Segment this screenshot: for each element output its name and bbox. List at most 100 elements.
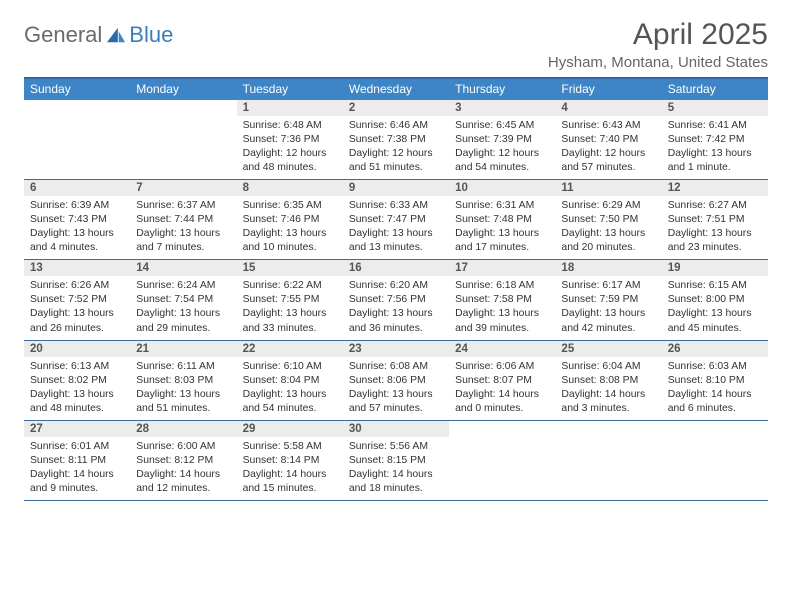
- day-number: 27: [24, 421, 130, 437]
- day-body: Sunrise: 6:31 AMSunset: 7:48 PMDaylight:…: [449, 196, 555, 259]
- daylight-line: Daylight: 13 hours and 48 minutes.: [30, 388, 124, 416]
- daylight-line: Daylight: 13 hours and 13 minutes.: [349, 227, 443, 255]
- sunrise-line: Sunrise: 6:29 AM: [561, 199, 655, 213]
- daylight-line: Daylight: 13 hours and 54 minutes.: [243, 388, 337, 416]
- sunrise-line: Sunrise: 5:56 AM: [349, 440, 443, 454]
- sunset-line: Sunset: 8:12 PM: [136, 454, 230, 468]
- day-cell: 25Sunrise: 6:04 AMSunset: 8:08 PMDayligh…: [555, 341, 661, 420]
- day-number: 19: [662, 260, 768, 276]
- weekday-header: Thursday: [449, 79, 555, 100]
- day-cell: 22Sunrise: 6:10 AMSunset: 8:04 PMDayligh…: [237, 341, 343, 420]
- sunrise-line: Sunrise: 6:41 AM: [668, 119, 762, 133]
- sunset-line: Sunset: 7:56 PM: [349, 293, 443, 307]
- sunrise-line: Sunrise: 6:01 AM: [30, 440, 124, 454]
- sunset-line: Sunset: 7:44 PM: [136, 213, 230, 227]
- day-cell: 23Sunrise: 6:08 AMSunset: 8:06 PMDayligh…: [343, 341, 449, 420]
- day-cell: 20Sunrise: 6:13 AMSunset: 8:02 PMDayligh…: [24, 341, 130, 420]
- sunrise-line: Sunrise: 6:24 AM: [136, 279, 230, 293]
- sunset-line: Sunset: 7:40 PM: [561, 133, 655, 147]
- week-row: 27Sunrise: 6:01 AMSunset: 8:11 PMDayligh…: [24, 421, 768, 501]
- sunset-line: Sunset: 8:14 PM: [243, 454, 337, 468]
- sunset-line: Sunset: 7:38 PM: [349, 133, 443, 147]
- weekday-header-row: SundayMondayTuesdayWednesdayThursdayFrid…: [24, 79, 768, 100]
- day-number: 21: [130, 341, 236, 357]
- day-number: 29: [237, 421, 343, 437]
- daylight-line: Daylight: 13 hours and 26 minutes.: [30, 307, 124, 335]
- day-cell: 17Sunrise: 6:18 AMSunset: 7:58 PMDayligh…: [449, 260, 555, 339]
- day-cell: 30Sunrise: 5:56 AMSunset: 8:15 PMDayligh…: [343, 421, 449, 500]
- sunrise-line: Sunrise: 6:00 AM: [136, 440, 230, 454]
- title-block: April 2025 Hysham, Montana, United State…: [548, 18, 768, 71]
- day-body: Sunrise: 6:46 AMSunset: 7:38 PMDaylight:…: [343, 116, 449, 179]
- weekday-header: Friday: [555, 79, 661, 100]
- page-title: April 2025: [548, 18, 768, 52]
- day-body: Sunrise: 6:41 AMSunset: 7:42 PMDaylight:…: [662, 116, 768, 179]
- sunset-line: Sunset: 7:52 PM: [30, 293, 124, 307]
- sunset-line: Sunset: 7:51 PM: [668, 213, 762, 227]
- sunset-line: Sunset: 8:04 PM: [243, 374, 337, 388]
- logo: General Blue: [24, 22, 173, 48]
- sunrise-line: Sunrise: 5:58 AM: [243, 440, 337, 454]
- day-cell: 18Sunrise: 6:17 AMSunset: 7:59 PMDayligh…: [555, 260, 661, 339]
- daylight-line: Daylight: 13 hours and 23 minutes.: [668, 227, 762, 255]
- daylight-line: Daylight: 13 hours and 17 minutes.: [455, 227, 549, 255]
- sunset-line: Sunset: 8:02 PM: [30, 374, 124, 388]
- day-number: 5: [662, 100, 768, 116]
- sunrise-line: Sunrise: 6:20 AM: [349, 279, 443, 293]
- daylight-line: Daylight: 14 hours and 12 minutes.: [136, 468, 230, 496]
- daylight-line: Daylight: 13 hours and 39 minutes.: [455, 307, 549, 335]
- day-number: 15: [237, 260, 343, 276]
- sunrise-line: Sunrise: 6:18 AM: [455, 279, 549, 293]
- day-number: 6: [24, 180, 130, 196]
- sunrise-line: Sunrise: 6:35 AM: [243, 199, 337, 213]
- logo-text-2: Blue: [129, 22, 173, 48]
- empty-cell: [24, 100, 130, 179]
- daylight-line: Daylight: 14 hours and 15 minutes.: [243, 468, 337, 496]
- day-number: 16: [343, 260, 449, 276]
- day-body: Sunrise: 6:04 AMSunset: 8:08 PMDaylight:…: [555, 357, 661, 420]
- day-body: Sunrise: 6:10 AMSunset: 8:04 PMDaylight:…: [237, 357, 343, 420]
- sunset-line: Sunset: 7:39 PM: [455, 133, 549, 147]
- sunset-line: Sunset: 8:08 PM: [561, 374, 655, 388]
- daylight-line: Daylight: 14 hours and 3 minutes.: [561, 388, 655, 416]
- daylight-line: Daylight: 12 hours and 48 minutes.: [243, 147, 337, 175]
- day-body: Sunrise: 6:37 AMSunset: 7:44 PMDaylight:…: [130, 196, 236, 259]
- sunrise-line: Sunrise: 6:37 AM: [136, 199, 230, 213]
- day-cell: 19Sunrise: 6:15 AMSunset: 8:00 PMDayligh…: [662, 260, 768, 339]
- sunset-line: Sunset: 7:50 PM: [561, 213, 655, 227]
- day-cell: 11Sunrise: 6:29 AMSunset: 7:50 PMDayligh…: [555, 180, 661, 259]
- day-body: Sunrise: 6:29 AMSunset: 7:50 PMDaylight:…: [555, 196, 661, 259]
- daylight-line: Daylight: 14 hours and 18 minutes.: [349, 468, 443, 496]
- day-body: Sunrise: 6:26 AMSunset: 7:52 PMDaylight:…: [24, 276, 130, 339]
- day-body: Sunrise: 6:48 AMSunset: 7:36 PMDaylight:…: [237, 116, 343, 179]
- sunset-line: Sunset: 7:59 PM: [561, 293, 655, 307]
- daylight-line: Daylight: 13 hours and 29 minutes.: [136, 307, 230, 335]
- day-cell: 24Sunrise: 6:06 AMSunset: 8:07 PMDayligh…: [449, 341, 555, 420]
- day-cell: 4Sunrise: 6:43 AMSunset: 7:40 PMDaylight…: [555, 100, 661, 179]
- daylight-line: Daylight: 13 hours and 36 minutes.: [349, 307, 443, 335]
- day-cell: 1Sunrise: 6:48 AMSunset: 7:36 PMDaylight…: [237, 100, 343, 179]
- daylight-line: Daylight: 13 hours and 4 minutes.: [30, 227, 124, 255]
- sunrise-line: Sunrise: 6:11 AM: [136, 360, 230, 374]
- day-number: 9: [343, 180, 449, 196]
- day-number: 14: [130, 260, 236, 276]
- day-body: Sunrise: 6:06 AMSunset: 8:07 PMDaylight:…: [449, 357, 555, 420]
- day-body: Sunrise: 6:13 AMSunset: 8:02 PMDaylight:…: [24, 357, 130, 420]
- sunrise-line: Sunrise: 6:43 AM: [561, 119, 655, 133]
- daylight-line: Daylight: 13 hours and 1 minute.: [668, 147, 762, 175]
- sunrise-line: Sunrise: 6:26 AM: [30, 279, 124, 293]
- day-number: 17: [449, 260, 555, 276]
- sunrise-line: Sunrise: 6:06 AM: [455, 360, 549, 374]
- sunset-line: Sunset: 7:43 PM: [30, 213, 124, 227]
- day-body: Sunrise: 6:39 AMSunset: 7:43 PMDaylight:…: [24, 196, 130, 259]
- day-cell: 15Sunrise: 6:22 AMSunset: 7:55 PMDayligh…: [237, 260, 343, 339]
- weekday-header: Sunday: [24, 79, 130, 100]
- sunset-line: Sunset: 7:55 PM: [243, 293, 337, 307]
- sunrise-line: Sunrise: 6:27 AM: [668, 199, 762, 213]
- day-number: 3: [449, 100, 555, 116]
- day-cell: 7Sunrise: 6:37 AMSunset: 7:44 PMDaylight…: [130, 180, 236, 259]
- day-number: 10: [449, 180, 555, 196]
- sunset-line: Sunset: 7:54 PM: [136, 293, 230, 307]
- sunrise-line: Sunrise: 6:39 AM: [30, 199, 124, 213]
- sunrise-line: Sunrise: 6:31 AM: [455, 199, 549, 213]
